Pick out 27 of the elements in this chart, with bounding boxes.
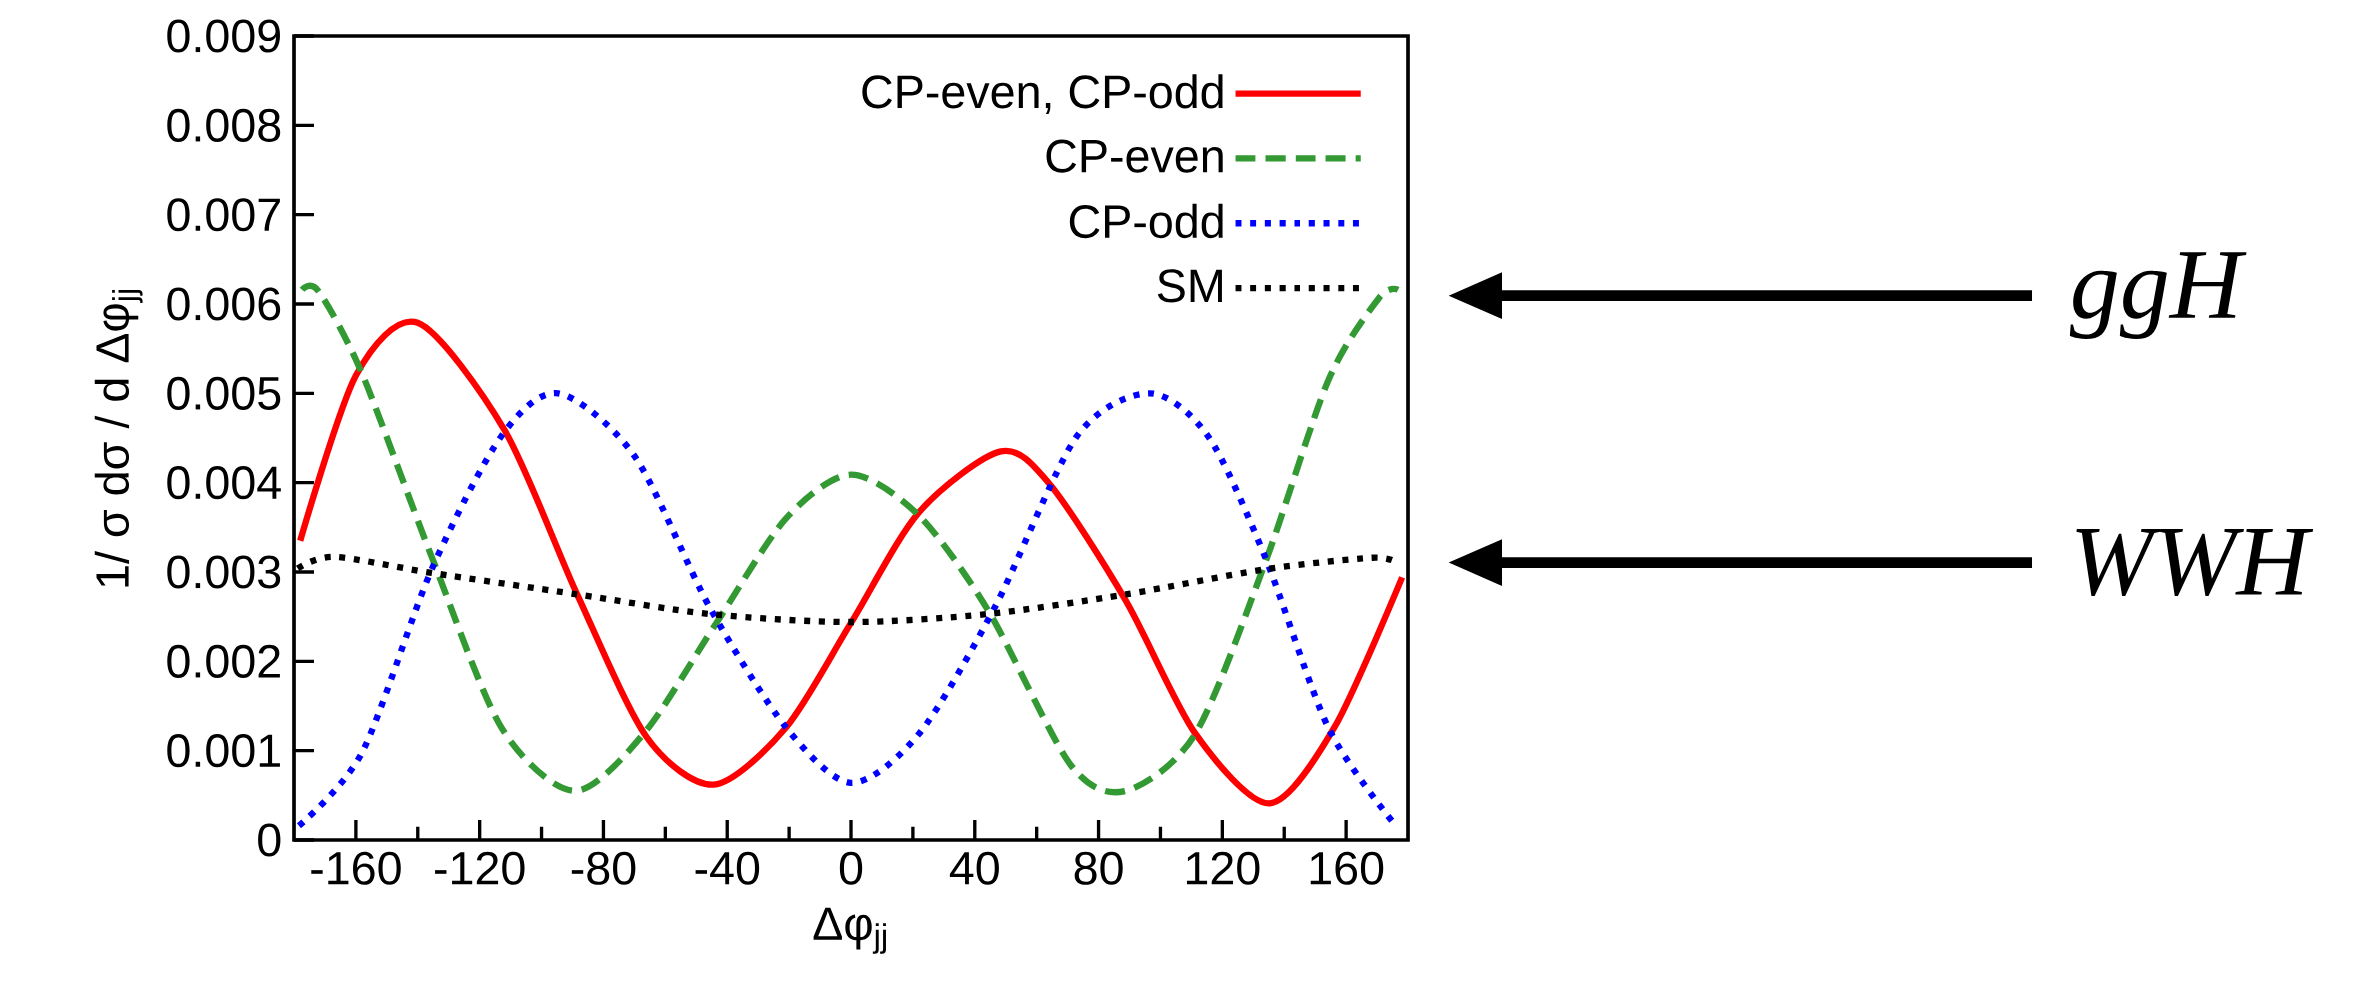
- x-tick-label: 40: [949, 851, 999, 885]
- y-tick-label: 0.005: [167, 376, 281, 410]
- y-tick-label: 0.001: [167, 734, 280, 768]
- x-tick-label: -120: [435, 851, 525, 885]
- y-tick-label: 0.008: [167, 108, 281, 142]
- x-tick-label: 80: [1074, 851, 1123, 885]
- legend-label: SM: [1157, 269, 1222, 303]
- x-tick-label: 160: [1310, 851, 1384, 885]
- text: WWH: [2076, 529, 2314, 597]
- legend-label: CP-even: [1046, 139, 1223, 173]
- x-tick-label: -40: [695, 851, 760, 885]
- y-tick-label: 0.006: [167, 287, 281, 321]
- x-tick-label: -160: [311, 851, 401, 885]
- x-tick-label: 0: [839, 851, 863, 885]
- y-tick-label: 0.009: [167, 19, 280, 53]
- y-tick-label: 0.003: [167, 555, 281, 589]
- x-tick-label: 120: [1186, 851, 1260, 885]
- y-tick-label: 0: [258, 823, 281, 857]
- legend-label: CP-even, CP-odd: [862, 74, 1223, 114]
- y-tick-label: 0.002: [167, 644, 280, 678]
- text: ggH: [2069, 252, 2247, 340]
- x-tick-label: -80: [571, 851, 636, 885]
- y-tick-label: 0.007: [167, 198, 280, 232]
- legend-label: CP-odd: [1069, 203, 1223, 239]
- y-tick-label: 0.004: [167, 466, 281, 500]
- y-axis-title: 1/ σ dσ / d Δφ$_{jj}$: [94, 289, 143, 587]
- x-axis-title: Δφ$_{jj}$: [813, 907, 886, 954]
